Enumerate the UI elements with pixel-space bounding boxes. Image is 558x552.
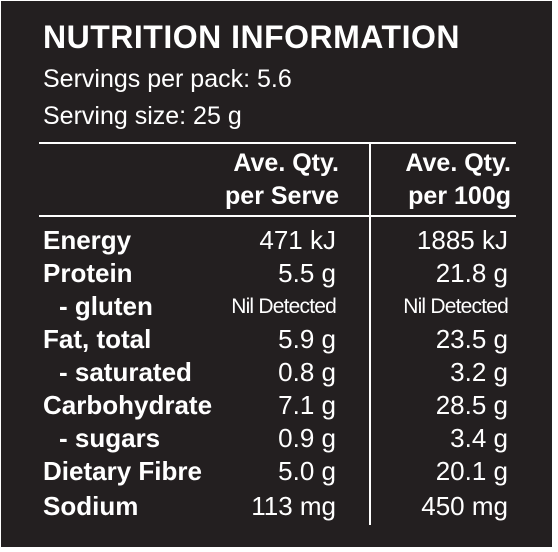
row-label: Energy xyxy=(43,225,132,255)
servings-per-pack: Servings per pack: 5.6 xyxy=(43,65,292,93)
row-label: Dietary Fibre xyxy=(43,456,202,486)
table-row: Sodium 113 mg 450 mg xyxy=(1,490,552,523)
row-per-serve: Nil Detected xyxy=(231,295,337,318)
panel-title: NUTRITION INFORMATION xyxy=(43,19,460,55)
row-per-100g: Nil Detected xyxy=(403,295,509,318)
row-label: - gluten xyxy=(59,291,153,321)
table-top-divider xyxy=(39,142,516,144)
serving-size: Serving size: 25 g xyxy=(43,102,242,130)
row-per-serve: 0.9 g xyxy=(278,423,336,453)
row-per-100g: 3.2 g xyxy=(450,357,508,387)
row-per-serve: 5.5 g xyxy=(278,258,336,288)
table-row: Carbohydrate 7.1 g 28.5 g xyxy=(1,389,552,422)
row-per-100g: 450 mg xyxy=(421,491,508,521)
row-label: Sodium xyxy=(43,491,139,521)
table-row: - saturated 0.8 g 3.2 g xyxy=(1,356,552,389)
row-per-100g: 23.5 g xyxy=(435,324,508,354)
table-row: - sugars 0.9 g 3.4 g xyxy=(1,422,552,455)
row-per-100g: 28.5 g xyxy=(435,390,508,420)
row-label: Carbohydrate xyxy=(43,390,213,420)
table-row: Fat, total 5.9 g 23.5 g xyxy=(1,323,552,356)
header-divider xyxy=(39,215,516,217)
header-per-100g-line2: per 100g xyxy=(408,182,511,210)
row-per-serve: 0.8 g xyxy=(278,357,336,387)
row-label: - sugars xyxy=(59,423,161,453)
row-per-100g: 1885 kJ xyxy=(416,225,508,255)
table-row: Energy 471 kJ 1885 kJ xyxy=(1,224,552,257)
row-per-100g: 20.1 g xyxy=(435,456,508,486)
row-per-serve: 471 kJ xyxy=(259,225,336,255)
row-label: Fat, total xyxy=(43,324,152,354)
row-per-serve: 7.1 g xyxy=(278,390,336,420)
row-per-100g: 21.8 g xyxy=(435,258,508,288)
nutrition-panel: NUTRITION INFORMATION Servings per pack:… xyxy=(1,1,552,547)
header-per-serve-line2: per Serve xyxy=(225,182,339,210)
table-row: - gluten Nil Detected Nil Detected xyxy=(1,290,552,323)
column-divider xyxy=(369,142,371,525)
row-per-serve: 5.9 g xyxy=(278,324,336,354)
row-per-serve: 5.0 g xyxy=(278,456,336,486)
header-per-serve-line1: Ave. Qty. xyxy=(233,149,339,177)
row-per-100g: 3.4 g xyxy=(450,423,508,453)
row-label: Protein xyxy=(43,258,133,288)
header-per-100g-line1: Ave. Qty. xyxy=(405,149,511,177)
row-per-serve: 113 mg xyxy=(251,491,336,521)
table-row: Dietary Fibre 5.0 g 20.1 g xyxy=(1,455,552,488)
table-row: Protein 5.5 g 21.8 g xyxy=(1,257,552,290)
row-label: - saturated xyxy=(59,357,192,387)
header-per-serve: Ave. Qty. per Serve xyxy=(199,147,339,213)
header-per-100g: Ave. Qty. per 100g xyxy=(371,147,511,213)
